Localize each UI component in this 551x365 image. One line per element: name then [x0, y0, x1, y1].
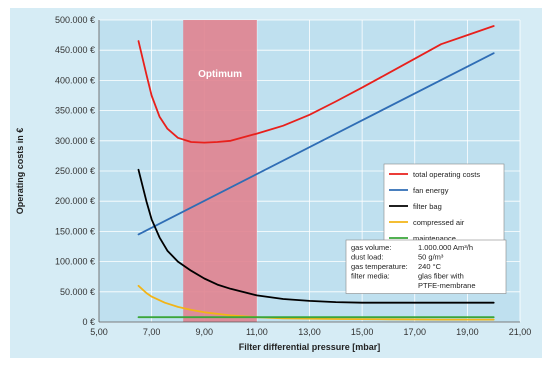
- x-tick-label: 15,00: [351, 327, 374, 337]
- y-tick-label: 0 €: [82, 317, 95, 327]
- y-tick-label: 50.000 €: [60, 287, 95, 297]
- y-axis-title: Operating costs in €: [15, 128, 25, 215]
- legend-label: compressed air: [413, 218, 465, 227]
- y-tick-label: 200.000 €: [55, 196, 95, 206]
- x-tick-label: 9,00: [195, 327, 213, 337]
- optimum-band: [183, 20, 257, 322]
- x-tick-labels: 5,00 7,00 9,00 11,00 13,00 15,00 17,00 19,00 21,…: [90, 327, 531, 337]
- legend: total operating costs fan energy filter ba…: [383, 163, 505, 249]
- y-tick-label: 400.000 €: [55, 75, 95, 85]
- series-line: [137, 284, 495, 321]
- info-value: PTFE-membrane: [418, 281, 476, 290]
- x-tick-label: 11,00: [246, 327, 268, 337]
- x-tick-label: 21,00: [509, 327, 532, 337]
- y-tick-label: 500.000 €: [55, 15, 95, 25]
- info-box-frame: [345, 239, 507, 294]
- info-label: filter media:: [351, 272, 390, 281]
- info-value: glas fiber with: [418, 272, 464, 281]
- y-tick-label: 250.000 €: [55, 166, 95, 176]
- x-tick-label: 13,00: [298, 327, 321, 337]
- info-label: gas volume:: [351, 243, 391, 252]
- y-tick-label: 350.000 €: [55, 106, 95, 116]
- legend-label: filter bag: [413, 202, 442, 211]
- y-tick-label: 300.000 €: [55, 136, 95, 146]
- legend-label: total operating costs: [413, 170, 480, 179]
- info-value: 50 g/m³: [418, 253, 444, 262]
- info-box: gas volume: 1.000.000 Am³/h dust load: 50 g…: [345, 239, 507, 294]
- x-tick-label: 5,00: [90, 327, 108, 337]
- x-axis-title: Filter differential pressure [mbar]: [239, 342, 381, 352]
- y-tick-label: 100.000 €: [55, 257, 95, 267]
- legend-label: maintenance: [413, 234, 456, 243]
- x-tick-label: 7,00: [143, 327, 161, 337]
- info-value: 1.000.000 Am³/h: [418, 243, 473, 252]
- legend-label: fan energy: [413, 186, 449, 195]
- x-tick-label: 19,00: [456, 327, 479, 337]
- series-line: [137, 25, 495, 144]
- info-value: 240 °C: [418, 262, 442, 271]
- x-tick-label: 17,00: [403, 327, 426, 337]
- info-label: dust load:: [351, 253, 384, 262]
- info-label: gas temperature:: [351, 262, 408, 271]
- series-layer: [137, 25, 495, 321]
- optimum-label: Optimum: [198, 69, 242, 80]
- y-tick-labels: 0 € 50.000 € 100.000 € 150.000 € 200.000 € 25…: [55, 15, 95, 327]
- series-line: [137, 168, 495, 304]
- series-line: [137, 52, 495, 236]
- y-tick-label: 150.000 €: [55, 226, 95, 236]
- y-tick-label: 450.000 €: [55, 45, 95, 55]
